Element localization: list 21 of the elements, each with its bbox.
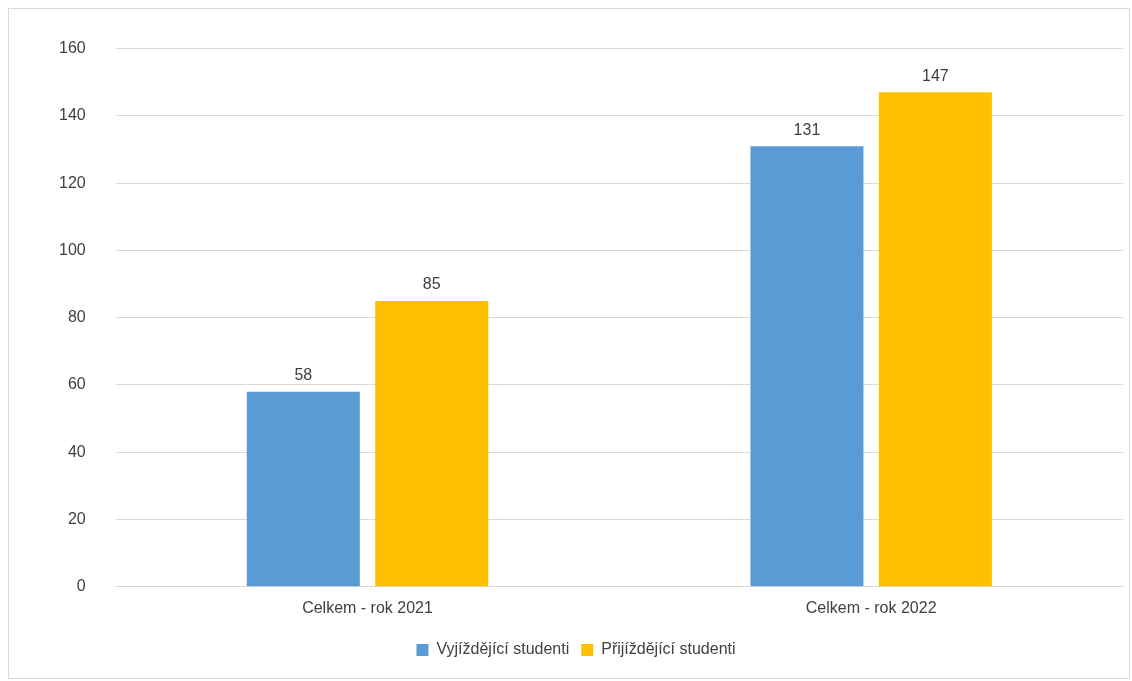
data-label: 58 [294,366,313,384]
y-tick-label: 160 [58,39,86,57]
bar [750,146,864,587]
bar [375,300,489,587]
data-label: 131 [793,120,821,138]
y-tick-label: 40 [67,442,86,460]
legend-label: Vyjíždějící studenti [436,640,570,658]
data-label: 147 [922,66,949,84]
y-tick-label: 60 [67,375,86,393]
bar [878,92,992,587]
y-tick-label: 140 [58,106,86,124]
y-tick-label: 120 [58,173,86,191]
bar [246,391,360,587]
y-tick-label: 0 [76,577,86,595]
x-tick-label: Celkem - rok 2022 [805,598,937,616]
data-label: 85 [422,275,441,293]
y-tick-label: 20 [67,509,86,527]
x-tick-label: Celkem - rok 2021 [302,598,433,616]
legend-label: Přijíždějící studenti [601,640,736,658]
y-tick-label: 80 [67,308,86,326]
y-tick-label: 100 [58,240,86,258]
